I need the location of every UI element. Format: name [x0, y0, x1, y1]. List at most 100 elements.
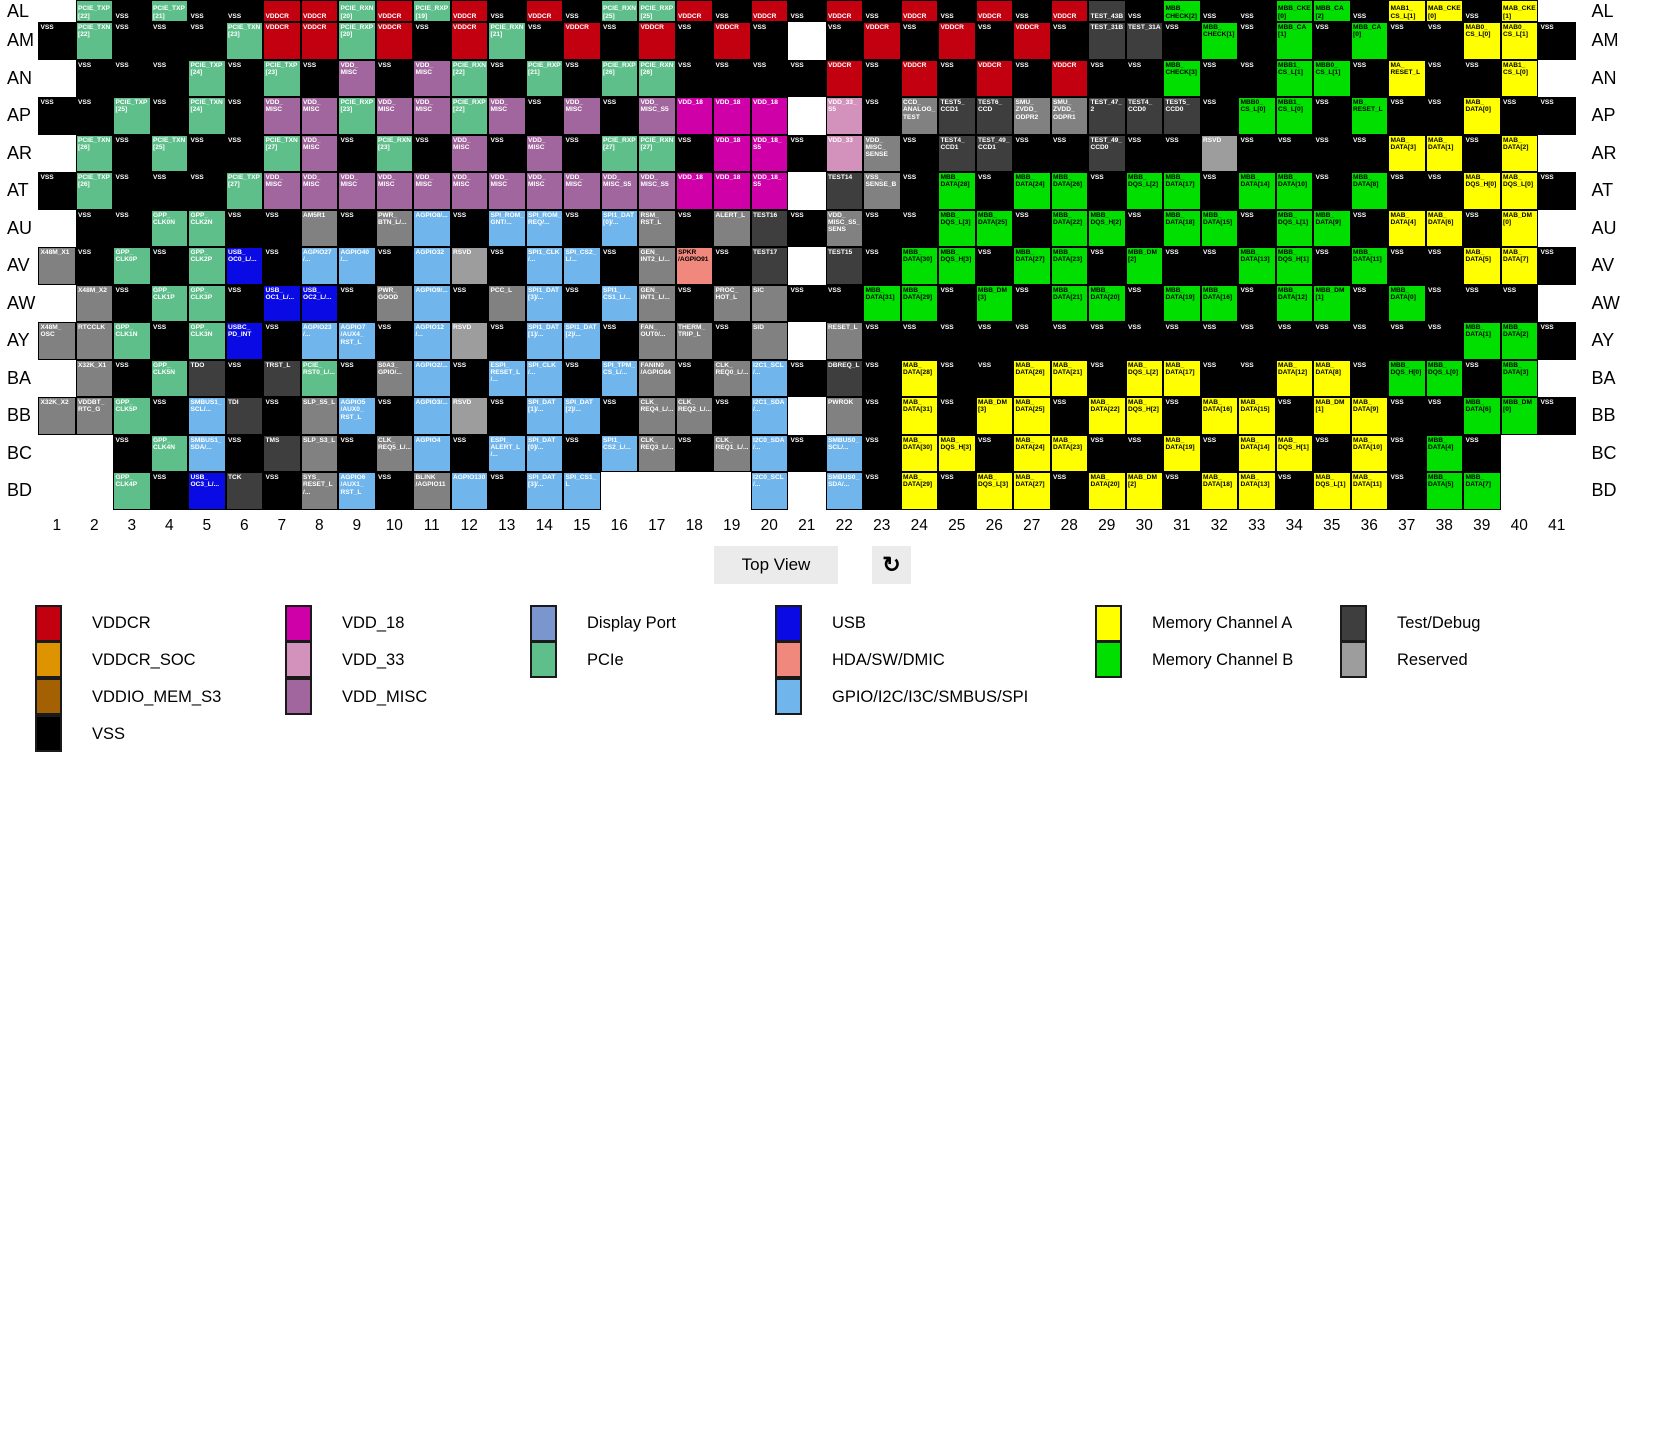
column-number: 6	[239, 517, 249, 534]
pin-label: MAB_​DATA​[19]	[1165, 436, 1195, 451]
pin-cell: VSS	[150, 322, 188, 360]
pin-label: VSS	[1540, 399, 1554, 406]
pin-cell: PCC_​L	[488, 284, 526, 322]
pin-label: VDDCR	[265, 12, 289, 20]
pin-cell: MBB_​DATA​[6]	[1463, 397, 1501, 435]
pin-label: VSS	[790, 61, 804, 69]
pin-label: VSS	[228, 136, 242, 144]
rotate-view-button[interactable]: ↻	[872, 546, 911, 584]
pin-cell: VSS	[1425, 284, 1463, 322]
legend-item: VDDCR_SOC	[35, 641, 221, 679]
column-number: 1	[52, 517, 62, 534]
pin-label: VSS	[1240, 24, 1254, 31]
pin-cell: VSS	[263, 209, 301, 247]
pin-label: VSS	[340, 286, 354, 294]
pin-label: VSS	[790, 211, 804, 219]
pin-label: VSS	[940, 399, 954, 406]
pin-label: VSS	[303, 61, 317, 69]
pin-cell: X48M_​OSC	[38, 322, 76, 360]
column-number: 23	[873, 517, 891, 534]
pin-cell: VSS	[1463, 284, 1501, 322]
pin-label: VSS	[153, 99, 167, 106]
pin-cell: VSS	[1088, 359, 1126, 397]
pin-label: VDD_​18_​S5	[753, 136, 782, 151]
pin-cell: MAB_​DATA​[7]	[1500, 247, 1538, 285]
pin-cell: MAB_​CKE​[1]	[1500, 0, 1538, 22]
pin-cell: VSS	[1388, 322, 1426, 360]
legend-swatch	[35, 605, 62, 642]
pin-label: TEST5_​CCD0	[1165, 99, 1190, 114]
pin-label: SPI1_​CS2_​L​/...	[603, 436, 631, 451]
pin-cell: VSS	[1425, 172, 1463, 210]
pin-cell: MAB_​DQS_​H​[2]	[1125, 397, 1163, 435]
pin-cell: VSS	[900, 209, 938, 247]
pin-label: VDDCR	[265, 24, 289, 31]
pin-label: VSS	[40, 174, 54, 181]
legend-swatch	[35, 715, 62, 752]
pin-cell	[38, 435, 76, 473]
pin-cell: VSS	[488, 247, 526, 285]
pin-cell: VSS	[713, 247, 751, 285]
pin-cell: VSS	[863, 97, 901, 135]
pin-label: X48M_​OSC	[40, 324, 62, 339]
pin-cell: VSS	[1425, 397, 1463, 435]
pin-cell: VSS	[1163, 322, 1201, 360]
row-label-left: BD	[7, 480, 33, 501]
pin-cell: VSS	[1163, 22, 1201, 60]
pin-cell: VSS	[1125, 59, 1163, 97]
pin-cell: MBB_​DATA​[28]	[938, 172, 976, 210]
pin-label: VDD_​MISC_​S5	[640, 99, 669, 114]
pin-cell: VSS	[75, 209, 113, 247]
pin-cell: VSS	[113, 59, 151, 97]
pin-label: VSS	[1015, 136, 1029, 144]
pin-label: MAB_​DATA​[28]	[903, 361, 933, 376]
pin-label: VDD_​MISC	[490, 174, 509, 189]
top-view-button[interactable]: Top View	[714, 546, 838, 584]
legend-item: VDD_33	[285, 641, 427, 679]
pin-cell	[38, 60, 76, 98]
pin-label: VSS	[265, 474, 279, 481]
row-label-right: AY	[1591, 330, 1615, 351]
pin-cell: VSS	[1463, 209, 1501, 247]
pin-label: VSS	[153, 399, 167, 406]
pin-cell: VSS	[488, 59, 526, 97]
pin-cell: MBB_​DATA​[19]	[1163, 284, 1201, 322]
pin-label: MBB_​CHECK​[3]	[1165, 61, 1198, 76]
pin-cell: VDDCR	[975, 0, 1013, 22]
pin-label: TMS	[265, 436, 280, 444]
pin-cell: VSS	[1500, 97, 1538, 135]
pin-label: VSS	[1390, 324, 1404, 331]
pin-cell: VSS	[1463, 134, 1501, 172]
pin-label: VSS	[678, 61, 692, 69]
pin-cell: VSS	[525, 97, 563, 135]
pin-label: FANIN0​/AGPIO84	[640, 361, 671, 376]
pin-cell: VSS	[1275, 134, 1313, 172]
pin-label: MBB_​CKE​[0]	[1278, 5, 1311, 20]
pin-cell: PCIE_​RXN​[22]	[450, 59, 488, 97]
pin-label: VSS	[1090, 249, 1104, 256]
pin-cell: DBREQ_​L	[825, 359, 863, 397]
pin-label: VSS	[228, 12, 242, 20]
pin-label: RSVD	[453, 399, 472, 406]
pin-label: VSS	[565, 61, 579, 69]
pin-cell: VDD_​MISC	[338, 172, 376, 210]
pin-cell	[788, 22, 826, 60]
pin-cell: MBB_​DATA​[2]	[1500, 322, 1538, 360]
pin-cell: VSS	[1538, 322, 1576, 360]
pin-label: GPP_​CLK0N	[153, 211, 175, 226]
pin-label: VSS	[1240, 12, 1254, 20]
pin-label: VSS	[1315, 24, 1329, 31]
pin-cell: VSS	[75, 247, 113, 285]
pin-cell	[601, 472, 639, 510]
pin-label: VSS	[1165, 249, 1179, 256]
pin-label: DBREQ_​L	[828, 361, 860, 369]
pin-cell: VSS	[1388, 397, 1426, 435]
pin-cell: MA_​RESET_​L	[1388, 59, 1426, 97]
pin-label: VSS	[865, 324, 879, 331]
pin-cell: PCIE_​TXP​[26]	[75, 172, 113, 210]
pin-label: VDDCR	[978, 61, 1002, 69]
pin-label: VSS	[415, 136, 429, 144]
pin-cell: MAB1_​CS_​L​[0]	[1500, 59, 1538, 97]
pin-cell: GPP_​CLK5P	[113, 397, 151, 435]
pin-label: SPI_​CS2_​L​/...	[565, 249, 597, 264]
